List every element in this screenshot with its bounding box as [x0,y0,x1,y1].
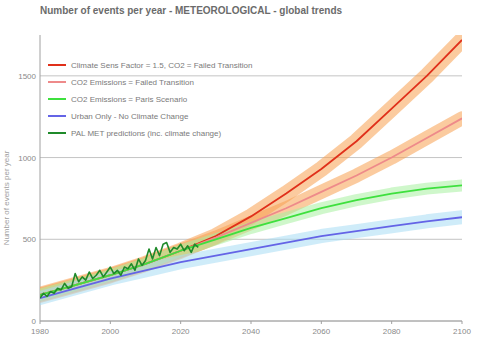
legend-swatch [48,98,66,100]
plot-area [40,40,462,298]
grid-line [40,239,462,240]
x-tick-label: 2100 [453,327,471,336]
legend-swatch [48,64,66,66]
chart: Number of events per year - METEOROLOGIC… [0,0,480,339]
x-tick-label: 2040 [242,327,260,336]
uncertainty-band [40,118,462,295]
series-line [40,243,198,299]
legend-label: CO2 Emissions = Failed Transition [71,78,194,87]
legend-swatch [48,115,66,117]
title: Number of events per year - METEOROLOGIC… [40,5,343,16]
series-line [40,40,462,295]
series-line [40,217,462,298]
x-tick-label: 2000 [101,327,119,336]
legend-swatch [48,132,66,134]
series-line [40,118,462,295]
y-tick-label: 1000 [18,154,36,163]
legend-label: PAL MET predictions (inc. climate change… [71,129,221,138]
grid-line [40,321,462,322]
uncertainty-band [40,40,462,295]
uncertainty-band [40,217,462,298]
series-line [40,185,462,295]
y-tick-label: 0 [32,317,37,326]
x-tick-label: 2080 [383,327,401,336]
x-tick-label: 2020 [172,327,190,336]
legend-label: Climate Sens Factor = 1.5, CO2 = Failed … [71,61,252,70]
legend-label: Urban Only - No Climate Change [71,112,189,121]
x-axis [40,321,462,322]
y-axis [40,35,41,321]
x-tick-label: 2060 [312,327,330,336]
legend-label: CO2 Emissions = Paris Scenario [71,95,188,104]
y-tick-label: 500 [23,235,37,244]
legend-swatch [48,81,66,83]
grid-line [40,75,462,76]
x-tick-label: 1980 [31,327,49,336]
y-label: Number of events per year [2,150,11,245]
y-tick-label: 1500 [18,72,36,81]
